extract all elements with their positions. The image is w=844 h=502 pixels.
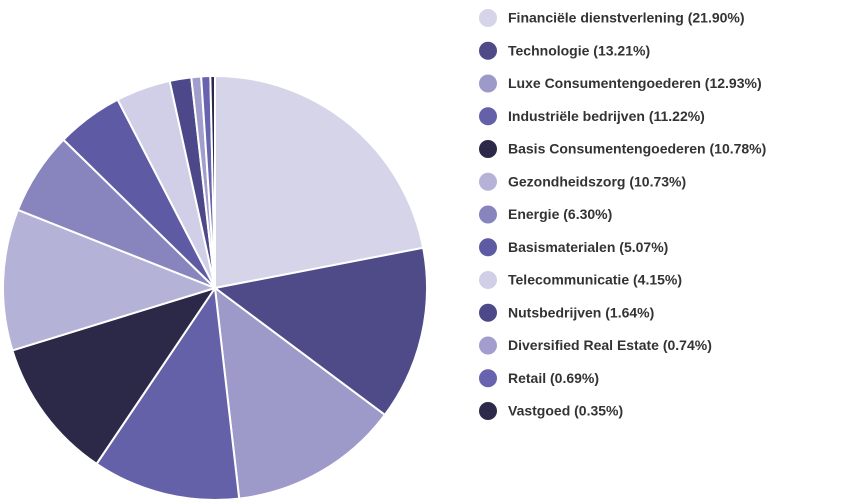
legend-swatch — [479, 107, 497, 126]
legend-label: Gezondheidszorg (10.73%) — [508, 173, 686, 189]
pie-slice — [95, 285, 241, 501]
legend-swatch — [479, 41, 497, 60]
pie-slice — [214, 74, 425, 290]
pie-slice — [209, 74, 216, 289]
legend-label: Vastgoed (0.35%) — [508, 403, 623, 419]
legend-swatch — [479, 140, 497, 158]
legend-swatch — [479, 303, 497, 322]
legend-label: Energie (6.30%) — [508, 206, 612, 222]
legend-label: Luxe Consumentengoederen (12.93%) — [508, 75, 762, 91]
legend-swatch — [479, 369, 497, 388]
legend-swatch — [479, 271, 497, 289]
legend-label: Retail (0.69%) — [508, 370, 599, 386]
pie-slice — [2, 208, 219, 352]
legend-swatch — [479, 402, 497, 420]
legend-label: Industriële bedrijven (11.22%) — [508, 108, 705, 124]
legend-swatch — [479, 205, 497, 224]
legend-label: Financiële dienstverlening (21.90%) — [508, 10, 745, 26]
legend-label: Technologie (13.21%) — [508, 42, 650, 58]
legend-swatch — [479, 9, 497, 27]
pie-slice — [11, 286, 218, 466]
legend-label: Basismaterialen (5.07%) — [508, 239, 668, 255]
legend-swatch — [479, 74, 497, 93]
legend-label: Telecommunicatie (4.15%) — [508, 272, 682, 288]
pie-slice — [213, 285, 387, 500]
pie-slice — [212, 246, 428, 417]
legend-swatch — [479, 172, 497, 191]
legend-label: Basis Consumentengoederen (10.78%) — [508, 141, 766, 157]
legend-swatch — [479, 238, 497, 257]
legend-label: Nutsbedrijven (1.64%) — [508, 304, 654, 320]
legend-label: Diversified Real Estate (0.74%) — [508, 337, 712, 353]
legend-swatch — [479, 336, 497, 355]
